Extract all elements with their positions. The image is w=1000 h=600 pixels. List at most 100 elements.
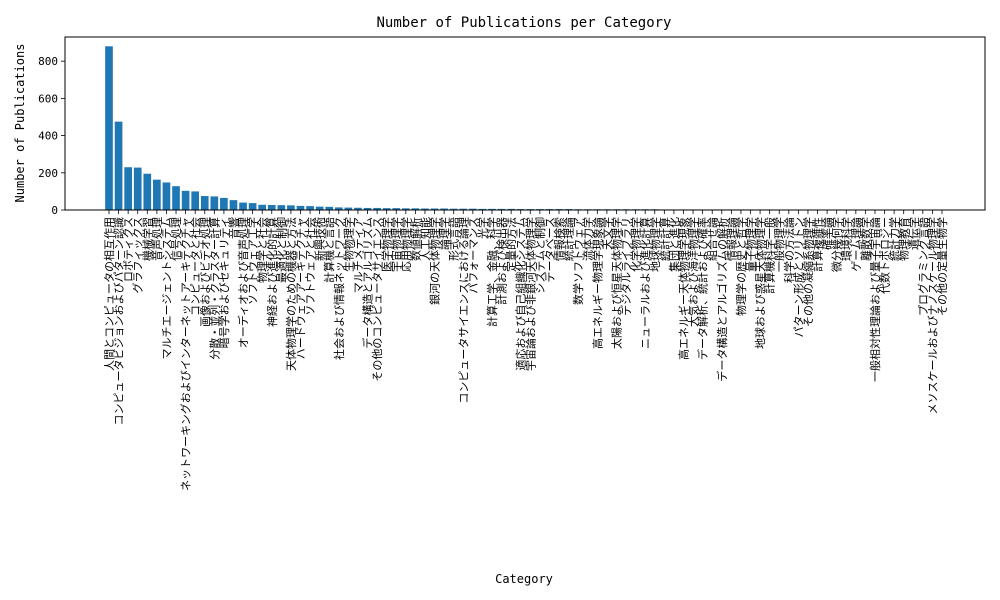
x-tick-label: プログラミング言語	[916, 217, 930, 316]
bar	[248, 203, 257, 210]
x-tick-label: 画像およびビデオ処理	[198, 217, 212, 327]
bar	[469, 208, 477, 210]
x-tick-label: データベース	[542, 217, 556, 282]
x-tick-label: 高エネルギー天体物理学現象	[676, 217, 690, 360]
x-tick-label: パフォーマンス	[467, 217, 480, 294]
bar	[344, 207, 353, 210]
y-tick-label: 0	[51, 204, 58, 217]
bar	[114, 121, 123, 210]
bar	[105, 46, 113, 210]
y-axis-label: Number of Publications	[13, 44, 27, 203]
x-tick-label: その他のコンピュータサイエンス	[371, 217, 384, 382]
x-tick-label: マルチメディア	[351, 217, 365, 293]
x-tick-label: 太陽および恒星天体物理学	[609, 217, 623, 349]
bar	[296, 205, 305, 210]
x-tick-label: 物理学の歴史と哲学	[734, 217, 748, 316]
x-tick-label: 計算工学、金融、科学	[485, 217, 499, 327]
x-tick-label: 離散数学	[858, 217, 872, 261]
x-tick-label: 天文学	[600, 217, 614, 250]
x-tick-label: マルチエージェントシステム	[160, 217, 173, 359]
x-tick-label: システムと制御	[533, 217, 547, 294]
bar	[267, 204, 276, 210]
x-tick-label: 地球物理学	[648, 217, 662, 272]
bar	[392, 208, 401, 210]
x-tick-label: 最適化と制御	[274, 217, 288, 283]
x-tick-label: パターン形成とソリトン	[792, 217, 805, 337]
x-tick-label: 情報理論	[724, 217, 738, 261]
x-tick-label: 社会および情報ネットワーク	[332, 217, 346, 360]
x-tick-label: データ解析、統計および確率	[696, 217, 710, 360]
y-axis: 0 200 400 600 800	[38, 55, 65, 217]
x-tick-label: 一般物理学	[772, 217, 786, 272]
bar	[373, 207, 381, 210]
x-tick-label: 天体物理学のための機器と方法	[284, 217, 298, 371]
x-tick-label: 科学の方法論	[782, 217, 796, 283]
bar	[497, 208, 506, 210]
x-tick-label: 大気および海洋物理学	[686, 217, 700, 327]
x-tick-label: ニューラルおよび進化計算	[638, 217, 652, 349]
x-tick-label: 人間とコンピュータの相互作用	[103, 217, 116, 371]
y-tick-label: 800	[38, 55, 58, 68]
x-tick-label: 神経および進化的計算	[265, 217, 279, 327]
x-tick-label: 信号処理	[170, 217, 183, 261]
bar	[401, 208, 410, 210]
x-tick-label: 化学物理学	[629, 217, 643, 272]
plot-frame	[64, 36, 986, 211]
bar	[258, 204, 267, 210]
bar	[287, 205, 295, 210]
bar	[277, 205, 286, 210]
y-tick-label: 200	[38, 167, 58, 180]
bar	[143, 173, 152, 210]
bar	[200, 196, 209, 210]
x-axis-label: Category	[495, 572, 553, 586]
bar	[220, 197, 228, 210]
bar	[181, 190, 190, 210]
x-tick-label: 定量的方法	[504, 217, 518, 272]
x-tick-label: 統計計算	[657, 217, 671, 261]
x-tick-label: 機械学習	[140, 217, 154, 261]
x-tick-label: 代数トポロジー	[879, 217, 892, 294]
x-tick-label: 物理学と社会	[255, 217, 269, 283]
x-axis: 人間とコンピュータの相互作用コンピュータビジョンおよびパターン認識ロボティクスグ…	[103, 210, 949, 491]
bar	[430, 208, 439, 210]
x-tick-label: グラフィックス	[131, 217, 145, 293]
bar	[334, 207, 343, 210]
bar	[440, 208, 448, 210]
x-tick-label: 計算機科学一般	[763, 217, 777, 294]
x-tick-label: 銀河の天体物理学	[428, 217, 442, 305]
x-tick-label: ソフトウェアと社会	[303, 217, 317, 316]
x-tick-label: 音声処理	[150, 217, 164, 261]
x-tick-label: 流体力学	[581, 217, 595, 261]
x-tick-label: 計算複雑性	[811, 217, 825, 272]
x-tick-label: コンピュータビジョンおよびパターン認識	[112, 217, 126, 425]
x-tick-label: その他の凝縮系物理学	[801, 217, 815, 327]
y-tick-label: 600	[38, 92, 58, 105]
bar	[382, 208, 391, 210]
x-tick-label: 情報検索	[552, 217, 566, 261]
y-tick-label: 400	[38, 130, 58, 143]
bar	[507, 208, 515, 210]
x-tick-label: 計測および検出器	[495, 217, 509, 305]
x-tick-label: 数学ソフトウェア	[571, 217, 585, 305]
x-tick-label: 遺伝学	[906, 217, 920, 250]
x-tick-label: 一般相対性理論および量子宇宙論	[868, 217, 882, 382]
x-tick-label: ネットワーキングおよびインターネットアーキテクチャ	[179, 217, 193, 491]
bar	[210, 196, 219, 210]
bar	[459, 208, 468, 210]
x-tick-label: 分散・並列・クラスター計算	[207, 217, 221, 360]
x-tick-label: 新興技術	[313, 217, 327, 261]
x-tick-label: 宇宙論および非銀河天体物理学	[523, 217, 537, 371]
x-tick-label: 生物物理学	[341, 217, 355, 272]
x-tick-label: オーディオおよび音声処理	[236, 217, 250, 348]
x-tick-label: 適応および自己組織化システム	[514, 217, 528, 371]
x-tick-label: コンピュータサイエンスにおける論理	[456, 217, 470, 404]
bar	[162, 182, 171, 210]
x-tick-label: データ構造とアルゴリズム	[361, 217, 375, 349]
bar	[411, 208, 420, 210]
bar	[478, 208, 487, 210]
x-tick-label: デジタルライブラリ	[619, 217, 633, 316]
x-tick-label: 暗号学およびセキュリティ	[217, 217, 231, 348]
bar-series	[105, 46, 946, 210]
x-tick-label: 形式言語	[447, 217, 461, 261]
